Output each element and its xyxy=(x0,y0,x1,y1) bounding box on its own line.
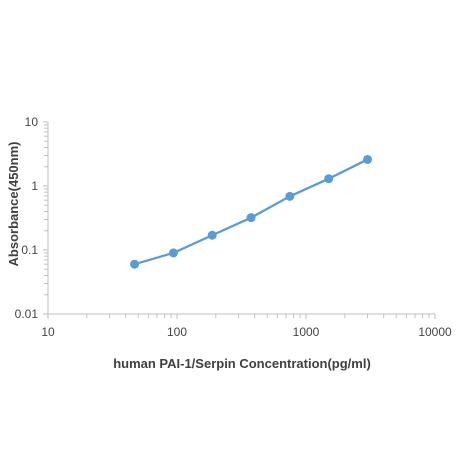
data-point xyxy=(246,213,256,223)
data-point xyxy=(130,259,140,269)
axes: 10 100 1000 10000 0.01 0.1 1 10 xyxy=(15,115,452,339)
x-tick-label: 10000 xyxy=(418,325,452,339)
data-point xyxy=(363,154,373,164)
data-point xyxy=(168,248,178,258)
series-layer xyxy=(130,154,373,269)
data-point xyxy=(207,230,217,240)
y-ticks: 0.01 0.1 1 10 xyxy=(15,115,48,321)
x-tick-label: 1000 xyxy=(293,325,320,339)
y-tick-label: 0.1 xyxy=(21,243,38,257)
data-point xyxy=(285,191,295,201)
x-tick-label: 100 xyxy=(167,325,187,339)
y-tick-label: 0.01 xyxy=(15,307,39,321)
x-ticks: 10 100 1000 10000 xyxy=(41,314,452,339)
x-axis-title: human PAI-1/Serpin Concentration(pg/ml) xyxy=(113,356,371,371)
data-point xyxy=(324,174,334,184)
x-tick-label: 10 xyxy=(41,325,55,339)
y-axis-title: Absorbance(450nm) xyxy=(6,142,21,267)
y-tick-label: 1 xyxy=(31,179,38,193)
y-tick-label: 10 xyxy=(25,115,39,129)
series-line xyxy=(133,158,369,266)
